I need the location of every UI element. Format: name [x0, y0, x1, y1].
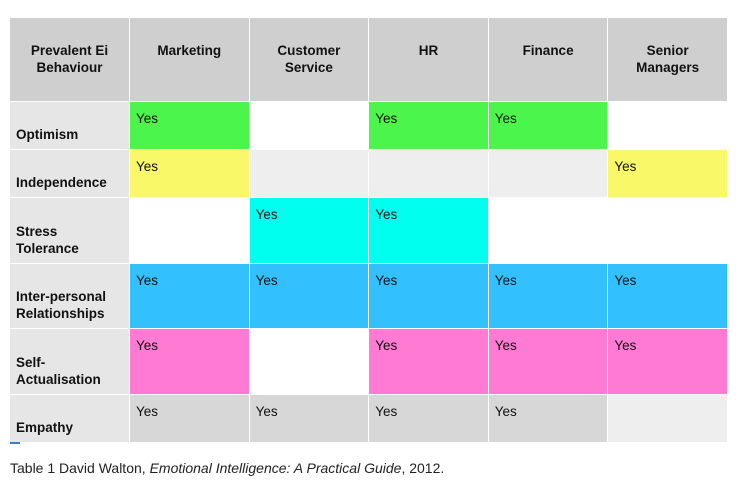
table-cell	[248, 328, 370, 395]
header-senior-managers: Senior Managers	[607, 17, 728, 102]
caption-prefix: Table 1 David Walton,	[10, 460, 150, 476]
behaviour-table: Prevalent Ei Behaviour Marketing Customer…	[9, 17, 728, 443]
table-cell: Yes	[129, 149, 250, 198]
table-cell: Yes	[248, 263, 370, 329]
table-cell: Yes	[248, 394, 370, 443]
table-cell	[368, 149, 489, 198]
table-cell: Yes	[607, 149, 728, 198]
behaviour-table-container: Prevalent Ei Behaviour Marketing Customer…	[9, 17, 728, 443]
header-behaviour: Prevalent Ei Behaviour	[9, 17, 130, 102]
table-cell	[248, 149, 370, 198]
table-cell: Yes	[368, 394, 489, 443]
table-cell	[607, 101, 728, 150]
table-cell: Yes	[487, 328, 609, 395]
table-cell: Yes	[368, 197, 489, 264]
row-label-self-actualisation: Self- Actualisation	[9, 328, 130, 395]
table-row: Independence Yes Yes	[9, 149, 728, 198]
table-cell: Yes	[368, 101, 489, 150]
table-cell: Yes	[129, 394, 250, 443]
table-cell: Yes	[487, 101, 609, 150]
table-row: Optimism Yes Yes Yes	[9, 101, 728, 150]
table-cell	[607, 197, 728, 264]
header-finance: Finance	[487, 17, 609, 102]
table-row: Stress Tolerance Yes Yes	[9, 197, 728, 264]
table-cell: Yes	[248, 197, 370, 264]
table-cell	[487, 197, 609, 264]
row-label-empathy: Empathy	[9, 394, 130, 443]
row-label-optimism: Optimism	[9, 101, 130, 150]
table-cell: Yes	[368, 328, 489, 395]
table-cell: Yes	[487, 394, 609, 443]
table-cell: Yes	[487, 263, 609, 329]
caption-book-title: Emotional Intelligence: A Practical Guid…	[149, 460, 402, 476]
table-cell	[129, 197, 250, 264]
header-hr: HR	[368, 17, 489, 102]
caption-suffix: , 2012.	[401, 460, 445, 476]
table-cell	[607, 394, 728, 443]
row-label-inter-personal-relationships: Inter-personal Relationships	[9, 263, 130, 329]
table-cell	[248, 101, 370, 150]
table-row: Empathy Yes Yes Yes Yes	[9, 394, 728, 443]
header-marketing: Marketing	[129, 17, 250, 102]
table-cell: Yes	[129, 101, 250, 150]
table-cell: Yes	[129, 263, 250, 329]
table-caption: Table 1 David Walton, Emotional Intellig…	[10, 460, 444, 476]
table-cell: Yes	[368, 263, 489, 329]
row-label-independence: Independence	[9, 149, 130, 198]
table-cell: Yes	[607, 263, 728, 329]
table-cell: Yes	[607, 328, 728, 395]
table-row: Inter-personal Relationships Yes Yes Yes …	[9, 263, 728, 329]
header-customer-service: Customer Service	[248, 17, 370, 102]
table-cell: Yes	[129, 328, 250, 395]
row-label-stress-tolerance: Stress Tolerance	[9, 197, 130, 264]
caption-link-marker	[10, 442, 20, 444]
table-row: Self- Actualisation Yes Yes Yes Yes	[9, 328, 728, 395]
table-cell	[487, 149, 609, 198]
table-header-row: Prevalent Ei Behaviour Marketing Customer…	[9, 17, 728, 102]
